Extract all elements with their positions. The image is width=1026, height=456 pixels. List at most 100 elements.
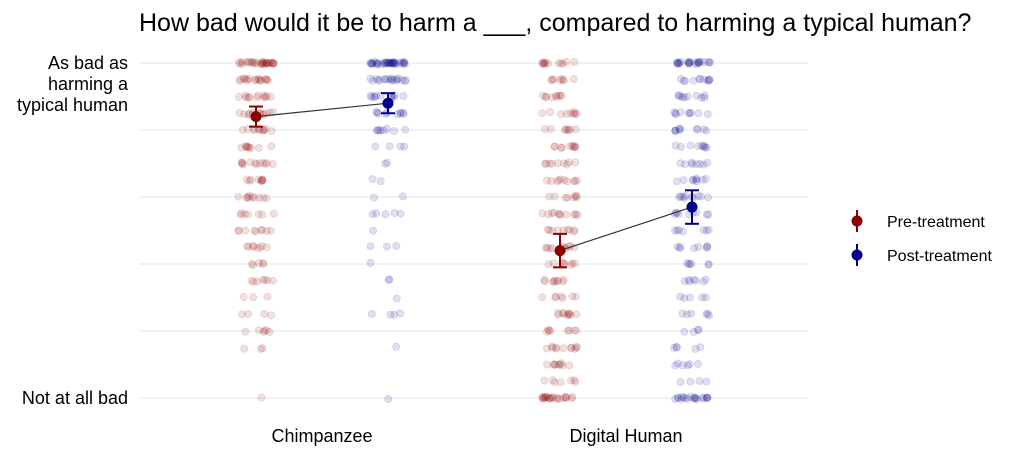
response-point: [552, 343, 561, 352]
response-point: [368, 59, 377, 68]
response-point: [678, 192, 687, 201]
response-point: [538, 393, 547, 402]
response-point: [563, 193, 572, 202]
response-point: [675, 58, 684, 67]
response-point: [268, 59, 277, 68]
y-tick-label: As bad as harming a typical human: [17, 53, 129, 115]
response-point: [559, 344, 568, 353]
response-point: [554, 59, 563, 68]
response-point: [384, 394, 393, 403]
response-point: [250, 193, 259, 202]
response-point: [670, 108, 679, 117]
response-point: [381, 75, 390, 84]
response-point: [257, 177, 266, 186]
response-point: [244, 143, 253, 152]
response-point: [386, 58, 395, 67]
response-point: [235, 59, 244, 68]
response-point: [557, 74, 566, 83]
response-point: [571, 292, 580, 301]
response-point: [692, 177, 701, 186]
response-point: [683, 361, 692, 370]
response-point: [548, 393, 557, 402]
response-point: [235, 77, 244, 86]
response-point: [256, 76, 265, 85]
response-point: [269, 108, 278, 117]
response-point: [234, 226, 243, 235]
response-point: [547, 93, 556, 102]
response-point: [246, 175, 255, 184]
response-point: [680, 93, 689, 102]
response-point: [687, 158, 696, 167]
response-point: [700, 75, 709, 84]
response-point: [391, 60, 400, 69]
response-point: [384, 275, 393, 284]
response-point: [694, 142, 703, 151]
response-point: [571, 377, 580, 386]
response-point: [382, 242, 391, 251]
response-point: [540, 58, 549, 67]
response-point: [559, 394, 568, 403]
response-point: [262, 194, 271, 203]
response-point: [249, 242, 258, 251]
response-point: [565, 225, 574, 234]
response-point: [540, 59, 549, 68]
response-point: [556, 76, 565, 85]
response-point: [263, 292, 272, 301]
response-point: [570, 226, 579, 235]
response-point: [697, 93, 706, 102]
response-point: [700, 91, 709, 100]
response-point: [369, 193, 378, 202]
response-point: [541, 159, 550, 168]
response-point: [251, 75, 260, 84]
response-point: [249, 57, 258, 66]
response-point: [373, 60, 382, 69]
response-point: [671, 126, 680, 135]
response-point: [692, 160, 701, 169]
response-point: [704, 58, 713, 67]
response-point: [696, 57, 705, 66]
response-point: [243, 76, 252, 85]
response-point: [392, 342, 401, 351]
response-point: [561, 126, 570, 135]
response-point: [261, 75, 270, 84]
response-point: [247, 276, 256, 285]
response-point: [569, 143, 578, 152]
response-point: [399, 58, 408, 67]
response-point: [257, 241, 266, 250]
legend-item: Post-treatment: [851, 244, 992, 266]
response-point: [254, 175, 263, 184]
response-point: [670, 343, 679, 352]
response-point: [539, 60, 548, 69]
response-point: [368, 226, 377, 235]
response-point: [244, 93, 253, 102]
response-point: [253, 277, 262, 286]
response-point: [237, 310, 246, 319]
response-point: [260, 93, 269, 102]
response-point: [240, 209, 249, 218]
response-point: [694, 325, 703, 334]
response-point: [685, 109, 694, 118]
response-point: [251, 59, 260, 68]
response-point: [250, 226, 259, 235]
response-point: [245, 193, 254, 202]
response-point: [400, 59, 409, 68]
response-point: [262, 91, 271, 100]
response-point: [572, 310, 581, 319]
response-point: [680, 327, 689, 336]
response-point: [564, 309, 573, 318]
response-point: [683, 394, 692, 403]
response-point: [258, 176, 267, 185]
response-point: [256, 243, 265, 252]
response-point: [238, 160, 247, 169]
response-point: [258, 259, 267, 268]
response-point: [553, 309, 562, 318]
response-point: [268, 159, 277, 168]
response-point: [545, 394, 554, 403]
response-point: [374, 76, 383, 85]
response-point: [368, 59, 377, 68]
response-point: [683, 259, 692, 268]
response-point: [691, 394, 700, 403]
response-point: [676, 142, 685, 151]
response-point: [676, 378, 685, 387]
response-point: [544, 225, 553, 234]
